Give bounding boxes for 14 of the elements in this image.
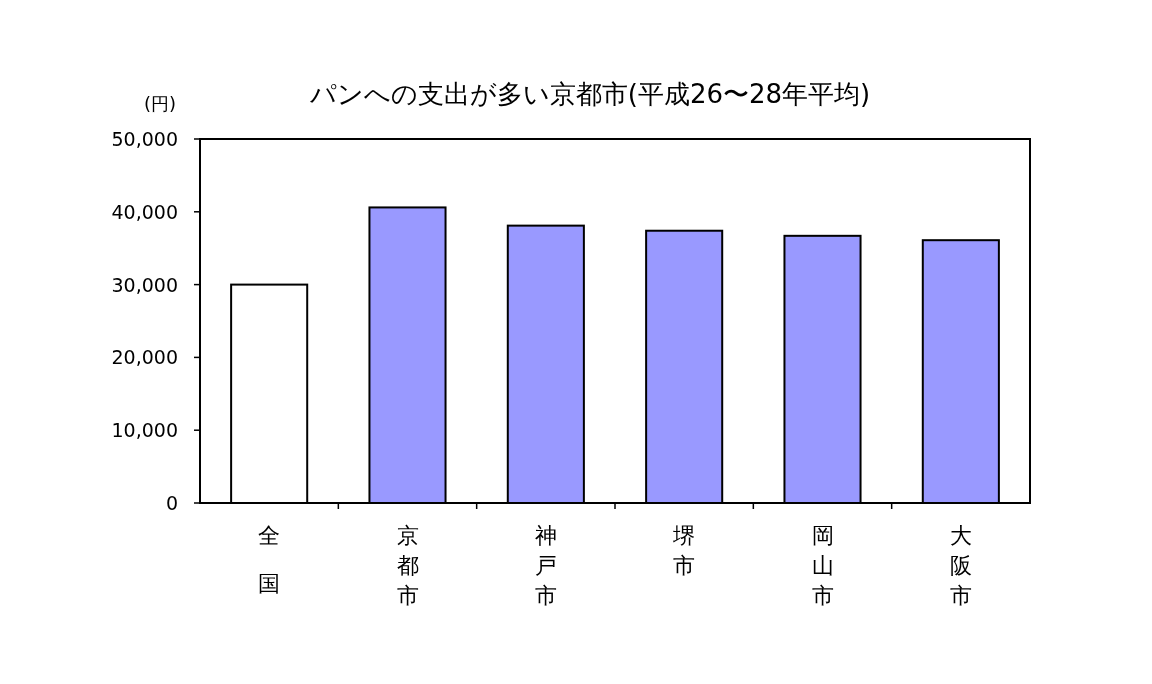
y-tick-label: 0: [165, 492, 178, 514]
y-tick-label: 50,000: [111, 128, 178, 150]
x-tick-label: 岡山市: [811, 523, 834, 608]
x-tick-label: 大阪市: [949, 523, 972, 608]
x-tick-label: 京都市: [396, 523, 419, 608]
y-tick-label: 10,000: [111, 419, 178, 442]
y-tick-label: 30,000: [111, 273, 178, 296]
y-tick-label: 40,000: [111, 200, 178, 223]
chart-title: パンへの支出が多い京都市(平成26〜28年平均): [308, 79, 871, 109]
x-tick-label: 全国: [258, 523, 281, 596]
x-tick-label: 神戸市: [534, 523, 557, 608]
y-axis-title: (円): [143, 93, 177, 114]
x-tick-label: 堺市: [672, 523, 696, 578]
y-tick-label: 20,000: [111, 346, 178, 369]
